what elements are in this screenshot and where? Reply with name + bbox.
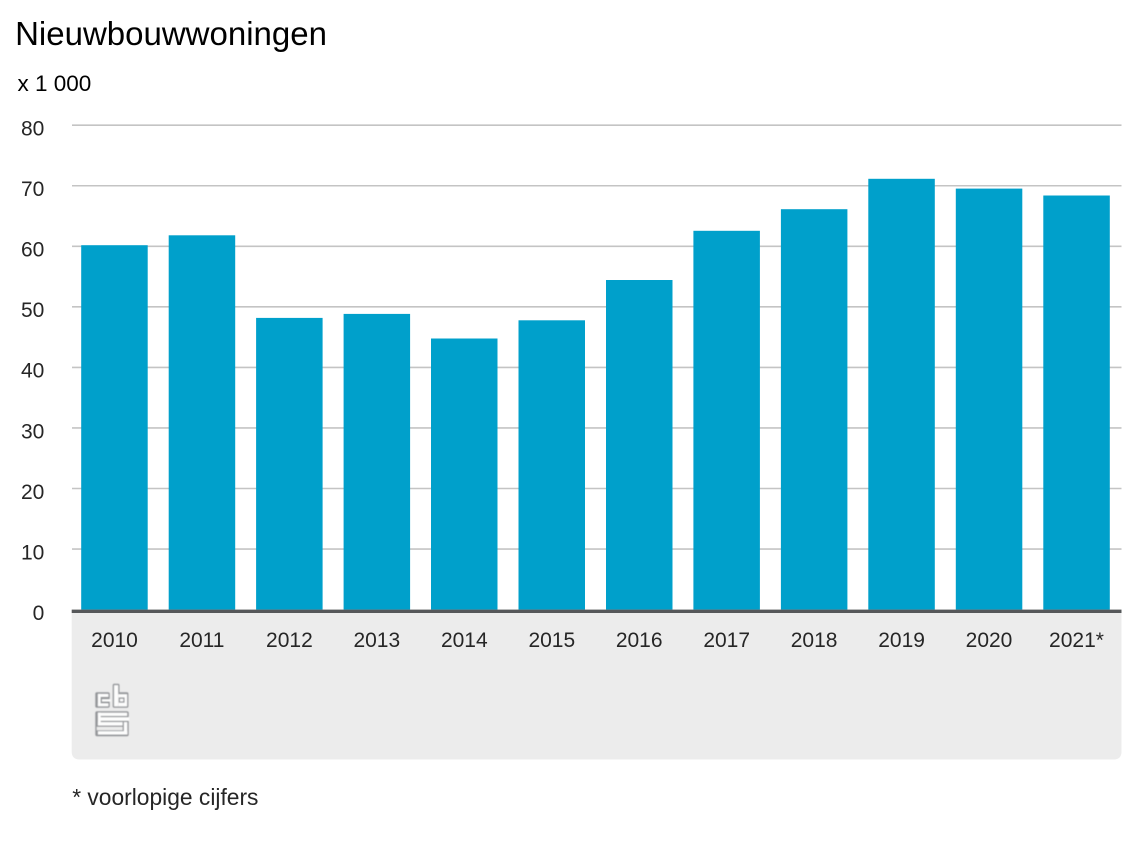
svg-text:2016: 2016 — [616, 629, 663, 652]
svg-text:x 1 000: x 1 000 — [18, 71, 92, 96]
svg-text:20: 20 — [21, 481, 44, 504]
svg-text:2018: 2018 — [791, 629, 838, 652]
svg-text:2013: 2013 — [353, 629, 400, 652]
svg-text:80: 80 — [21, 118, 44, 141]
svg-text:2019: 2019 — [878, 629, 925, 652]
svg-text:50: 50 — [21, 299, 44, 322]
svg-text:0: 0 — [33, 602, 45, 625]
svg-text:60: 60 — [21, 239, 44, 262]
svg-text:10: 10 — [21, 541, 44, 564]
svg-text:30: 30 — [21, 420, 44, 443]
svg-text:Nieuwbouwwoningen: Nieuwbouwwoningen — [15, 15, 327, 52]
svg-text:70: 70 — [21, 178, 44, 201]
svg-text:2011: 2011 — [179, 629, 224, 652]
svg-text:2012: 2012 — [266, 629, 313, 652]
svg-text:2010: 2010 — [91, 629, 138, 652]
svg-text:2020: 2020 — [966, 629, 1013, 652]
svg-text:2015: 2015 — [528, 629, 575, 652]
svg-text:2014: 2014 — [441, 629, 488, 652]
svg-text:* voorlopige cijfers: * voorlopige cijfers — [72, 784, 258, 810]
svg-text:2017: 2017 — [703, 629, 750, 652]
svg-text:2021*: 2021* — [1049, 629, 1104, 652]
svg-text:40: 40 — [21, 360, 44, 383]
